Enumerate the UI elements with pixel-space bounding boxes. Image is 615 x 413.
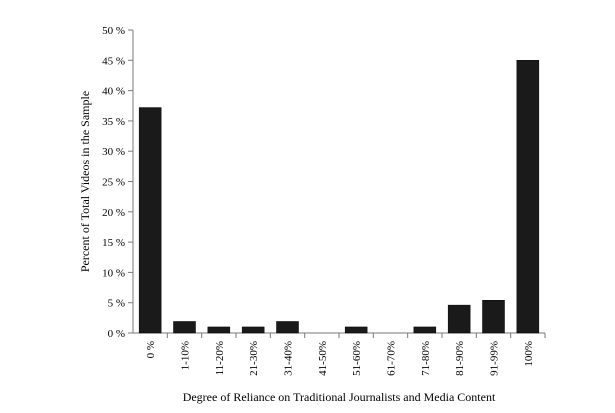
- bar: [276, 321, 299, 334]
- x-axis: [133, 332, 546, 338]
- bar: [138, 107, 162, 334]
- y-tick-label: 45 %: [102, 55, 125, 67]
- bar: [413, 326, 437, 334]
- x-tick-label: 11-20%: [214, 341, 226, 375]
- bar: [241, 326, 265, 334]
- bar: [447, 304, 471, 334]
- y-tick-label: 35 %: [102, 116, 125, 128]
- x-tick-label: 71-80%: [420, 341, 432, 376]
- y-axis: [128, 29, 134, 334]
- y-axis-title: Percent of Total Videos in the Sample: [78, 91, 92, 272]
- y-tick-label: 40 %: [102, 86, 125, 98]
- y-tick-label: 5 %: [108, 298, 125, 310]
- x-tick-label: 100%: [523, 341, 535, 367]
- x-tick-label: 1-10%: [180, 341, 192, 370]
- x-tick-label: 0 %: [145, 341, 157, 358]
- x-tick-label: 61-70%: [386, 341, 398, 376]
- x-tick-label: 41-50%: [317, 341, 329, 376]
- x-tick-label: 51-60%: [351, 341, 363, 376]
- bars: [138, 60, 540, 334]
- bar: [207, 326, 231, 334]
- x-axis-title: Degree of Reliance on Traditional Journa…: [183, 390, 496, 404]
- y-tick-label: 50 %: [102, 25, 125, 37]
- y-tick-label: 15 %: [102, 237, 125, 249]
- y-tick-label: 10 %: [102, 267, 125, 279]
- bar: [173, 321, 196, 334]
- bar: [516, 60, 540, 334]
- bar: [344, 326, 368, 334]
- x-tick-label: 91-99%: [489, 341, 501, 376]
- y-tick-labels: 0 % 5 % 10 % 15 % 20 % 25 % 30 % 35 % 40 % 45 % 50…: [102, 25, 125, 340]
- x-tick-labels: 0 % 1-10% 11-20% 21-30% 31-40% 41-50% 51-60% 61…: [145, 341, 535, 376]
- y-tick-label: 20 %: [102, 207, 125, 219]
- y-tick-label: 30 %: [102, 146, 125, 158]
- bar: [482, 300, 505, 334]
- x-tick-label: 31-40%: [283, 341, 295, 376]
- y-tick-label: 25 %: [102, 177, 125, 189]
- x-tick-label: 81-90%: [454, 341, 466, 376]
- x-tick-label: 21-30%: [248, 341, 260, 376]
- y-tick-label: 0 %: [108, 328, 125, 340]
